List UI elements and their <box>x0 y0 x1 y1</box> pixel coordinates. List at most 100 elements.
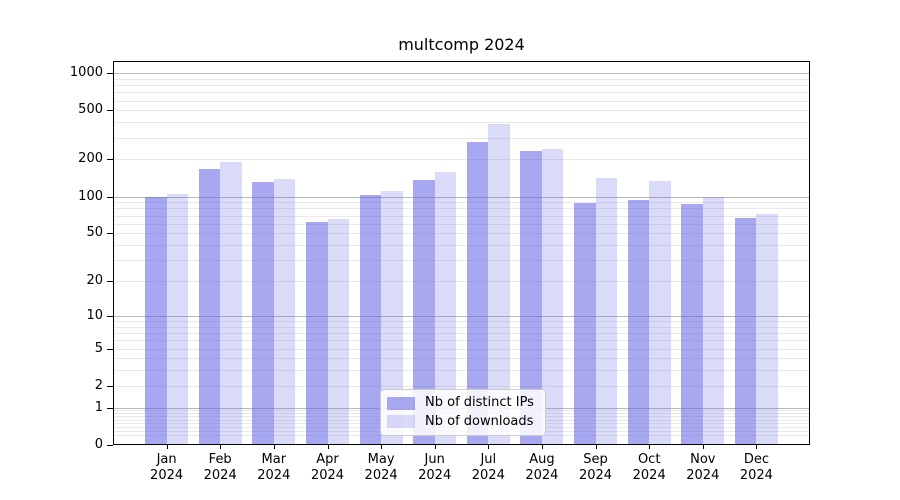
y-tick-label: 1000 <box>69 65 103 80</box>
y-tick-label: 5 <box>94 340 103 356</box>
y-tick-label: 500 <box>78 102 103 118</box>
x-tick-mark <box>541 445 543 449</box>
y-tick-label: 100 <box>78 188 103 204</box>
y-tick-mark <box>107 73 113 74</box>
x-tick-mark <box>702 445 704 449</box>
y-tick-mark <box>107 348 113 350</box>
gridline-minor <box>113 202 810 204</box>
x-tick-label: Jun 2024 <box>418 452 452 483</box>
x-tick-label: Sep 2024 <box>578 452 613 483</box>
x-tick-label: Mar 2024 <box>257 452 291 483</box>
x-tick-label: Feb 2024 <box>203 452 237 483</box>
bar-downloads-jul <box>488 123 510 445</box>
bar-distinct-ips-jul <box>466 142 489 445</box>
legend-item-distinct-ips: Nb of distinct IPs <box>387 394 537 413</box>
gridline-major <box>113 196 810 198</box>
bar-distinct-ips-jan <box>145 196 167 445</box>
gridline-minor <box>113 137 810 139</box>
gridline-minor <box>113 340 810 342</box>
bar-distinct-ips-feb <box>198 169 221 445</box>
bar-distinct-ips-jun <box>413 180 435 445</box>
x-tick-label: May 2024 <box>364 452 398 483</box>
legend: Nb of distinct IPs Nb of downloads <box>380 389 546 436</box>
y-tick-label: 10 <box>86 307 103 323</box>
y-tick-label: 0 <box>94 437 103 452</box>
bar-downloads-oct <box>649 180 671 445</box>
y-tick-mark <box>107 385 113 387</box>
x-tick-mark <box>166 445 168 449</box>
gridline-minor <box>113 223 810 225</box>
bar-distinct-ips-dec <box>734 217 757 445</box>
gridline-minor <box>113 358 810 360</box>
y-tick-label: 2 <box>94 377 103 393</box>
plot-area <box>113 61 810 445</box>
x-tick-mark <box>595 445 597 449</box>
gridline-minor <box>113 321 810 322</box>
bar-distinct-ips-nov <box>681 203 703 445</box>
legend-label-distinct-ips: Nb of distinct IPs <box>425 395 534 411</box>
gridline-minor <box>113 78 810 80</box>
bar-distinct-ips-apr <box>306 221 328 445</box>
legend-item-downloads: Nb of downloads <box>387 413 537 432</box>
y-tick-mark <box>107 110 113 112</box>
y-tick-mark <box>107 159 113 161</box>
bar-downloads-sep <box>595 177 617 445</box>
y-tick-label: 1 <box>94 399 103 415</box>
gridline-minor <box>113 348 810 350</box>
chart-title: multcomp 2024 <box>398 35 525 54</box>
x-tick-mark <box>381 445 383 449</box>
gridline-minor <box>113 233 810 235</box>
gridline-minor <box>113 281 810 283</box>
y-tick-label: 200 <box>78 151 103 167</box>
x-tick-mark <box>649 445 651 449</box>
gridline-minor <box>113 208 810 210</box>
y-tick-mark <box>107 315 113 317</box>
x-tick-label: Jan 2024 <box>150 452 184 483</box>
y-tick-mark <box>107 445 113 446</box>
gridline-minor <box>113 215 810 217</box>
y-tick-mark <box>107 233 113 235</box>
legend-swatch-downloads <box>387 415 415 429</box>
gridline-minor <box>113 260 810 262</box>
bar-downloads-jan <box>166 193 189 445</box>
x-tick-label: Jul 2024 <box>471 452 505 483</box>
x-tick-label: Aug 2024 <box>525 452 559 483</box>
y-tick-mark <box>107 407 113 409</box>
gridline-minor <box>113 385 810 387</box>
x-tick-mark <box>273 445 275 449</box>
bar-downloads-nov <box>702 196 725 445</box>
bar-distinct-ips-aug <box>520 151 542 445</box>
gridline-minor <box>113 159 810 161</box>
gridline-minor <box>113 245 810 246</box>
bar-downloads-apr <box>327 218 349 445</box>
y-tick-mark <box>107 196 113 198</box>
gridline-minor <box>113 110 810 112</box>
legend-label-downloads: Nb of downloads <box>425 413 534 429</box>
gridline-minor <box>113 100 810 102</box>
gridline-minor <box>113 326 810 328</box>
x-tick-label: Dec 2024 <box>739 452 773 483</box>
x-tick-label: Apr 2024 <box>310 452 345 483</box>
x-tick-mark <box>434 445 436 449</box>
x-tick-mark <box>756 445 758 449</box>
bar-downloads-aug <box>541 148 564 445</box>
bar-distinct-ips-mar <box>252 182 274 445</box>
gridline-major <box>113 73 810 74</box>
gridline-minor <box>113 122 810 124</box>
bar-downloads-dec <box>756 214 778 445</box>
x-tick-label: Nov 2024 <box>686 452 720 483</box>
x-tick-mark <box>488 445 490 449</box>
x-tick-label: Oct 2024 <box>632 452 666 483</box>
gridline-minor <box>113 370 810 372</box>
x-tick-mark <box>220 445 222 449</box>
bar-downloads-feb <box>220 162 242 445</box>
y-tick-mark <box>107 281 113 283</box>
gridline-major <box>113 315 810 317</box>
bar-distinct-ips-may <box>359 194 382 445</box>
bar-distinct-ips-sep <box>574 203 596 445</box>
gridline-minor <box>113 333 810 334</box>
bar-downloads-mar <box>273 178 296 445</box>
bar-distinct-ips-oct <box>627 200 650 445</box>
bar-downloads-jun <box>434 172 457 445</box>
